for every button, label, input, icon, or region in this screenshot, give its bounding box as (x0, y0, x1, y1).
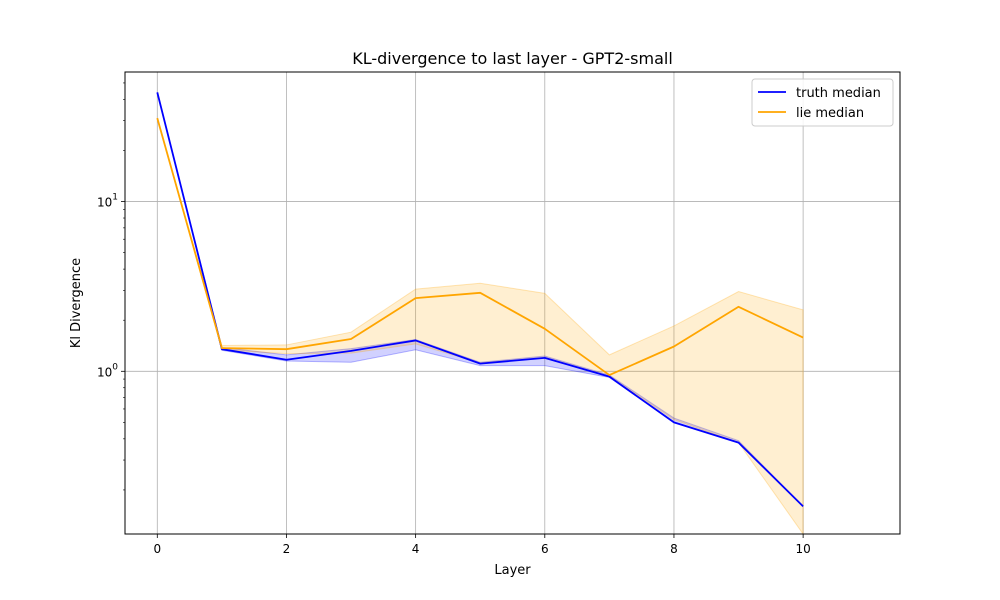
x-axis-ticks: 0 2 4 6 8 10 (153, 534, 811, 556)
x-tick-label: 10 (795, 542, 810, 556)
x-tick-label: 0 (153, 542, 161, 556)
x-tick-label: 6 (541, 542, 549, 556)
x-tick-label: 8 (670, 542, 678, 556)
legend-label: truth median (796, 86, 881, 101)
legend: truth median lie median (751, 78, 894, 127)
series-line (156, 117, 804, 376)
x-axis-label: Layer (494, 563, 531, 578)
series-line (156, 92, 804, 508)
axes-frame (124, 71, 901, 535)
y-axis-label: Kl Divergence (69, 258, 84, 348)
legend-box (751, 78, 894, 127)
series-lines (156, 92, 804, 508)
chart-title: KL-divergence to last layer - GPT2-small (352, 49, 673, 68)
x-tick-label: 2 (283, 542, 291, 556)
x-tick-label: 4 (412, 542, 420, 556)
legend-label: lie median (796, 106, 864, 121)
series-band (156, 118, 804, 536)
grid-lines (125, 72, 900, 534)
